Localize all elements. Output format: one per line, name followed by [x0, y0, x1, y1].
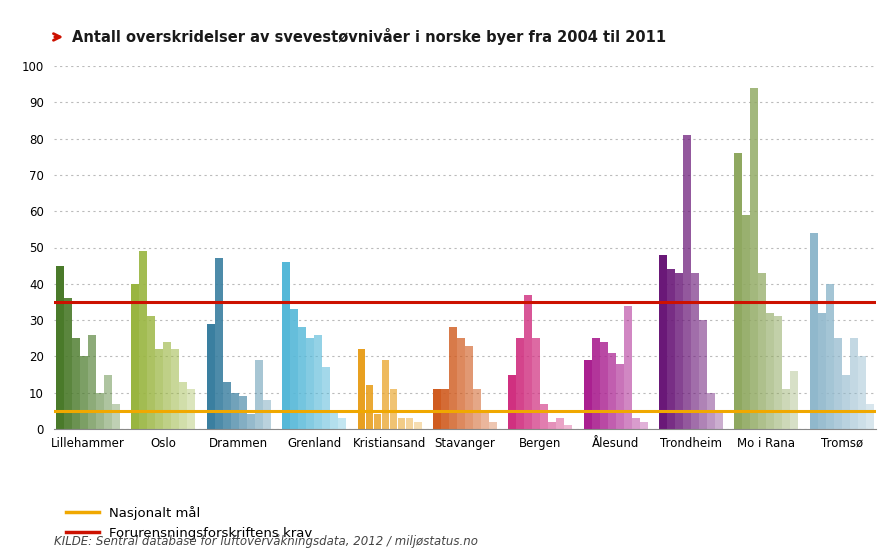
- Bar: [857, 356, 865, 429]
- Bar: [406, 418, 414, 429]
- Bar: [306, 338, 314, 429]
- Bar: [112, 404, 120, 429]
- Bar: [548, 422, 556, 429]
- Bar: [715, 411, 723, 429]
- Bar: [742, 215, 750, 429]
- Bar: [481, 411, 489, 429]
- Bar: [441, 389, 449, 429]
- Bar: [691, 273, 699, 429]
- Bar: [223, 382, 231, 429]
- Bar: [314, 334, 322, 429]
- Bar: [556, 418, 564, 429]
- Bar: [390, 389, 398, 429]
- Bar: [707, 393, 715, 429]
- Bar: [64, 298, 72, 429]
- Bar: [540, 404, 548, 429]
- Bar: [782, 389, 790, 429]
- Bar: [139, 251, 148, 429]
- Bar: [616, 364, 624, 429]
- Bar: [97, 393, 104, 429]
- Bar: [564, 425, 572, 429]
- Bar: [584, 360, 592, 429]
- Bar: [358, 349, 366, 429]
- Bar: [263, 400, 271, 429]
- Bar: [207, 324, 215, 429]
- Legend: Nasjonalt mål, Forurensningsforskriftens krav: Nasjonalt mål, Forurensningsforskriftens…: [60, 501, 317, 546]
- Bar: [624, 306, 631, 429]
- Bar: [834, 338, 841, 429]
- Bar: [640, 422, 647, 429]
- Bar: [699, 320, 707, 429]
- Bar: [283, 262, 290, 429]
- Bar: [247, 415, 255, 429]
- Bar: [790, 371, 798, 429]
- Text: KILDE: Sentral database for luftovervåkningsdata, 2012 / miljøstatus.no: KILDE: Sentral database for luftovervåkn…: [54, 534, 477, 547]
- Bar: [675, 273, 683, 429]
- Bar: [465, 345, 473, 429]
- Bar: [414, 422, 421, 429]
- Bar: [667, 270, 675, 429]
- Bar: [600, 342, 608, 429]
- Bar: [104, 375, 112, 429]
- Bar: [826, 284, 833, 429]
- Bar: [330, 411, 338, 429]
- Text: Antall overskridelser av svevestøvnivåer i norske byer fra 2004 til 2011: Antall overskridelser av svevestøvnivåer…: [72, 29, 666, 46]
- Bar: [172, 349, 180, 429]
- Bar: [750, 88, 758, 429]
- Bar: [489, 422, 497, 429]
- Bar: [774, 316, 782, 429]
- Bar: [842, 375, 849, 429]
- Bar: [148, 316, 156, 429]
- Bar: [457, 338, 465, 429]
- Bar: [398, 418, 406, 429]
- Bar: [299, 327, 306, 429]
- Bar: [89, 334, 96, 429]
- Bar: [366, 386, 374, 429]
- Bar: [180, 382, 188, 429]
- Bar: [215, 258, 223, 429]
- Bar: [516, 338, 524, 429]
- Bar: [433, 389, 441, 429]
- Bar: [131, 284, 139, 429]
- Bar: [810, 233, 818, 429]
- Bar: [592, 338, 600, 429]
- Bar: [291, 309, 298, 429]
- Bar: [608, 353, 616, 429]
- Bar: [849, 338, 857, 429]
- Bar: [164, 342, 172, 429]
- Bar: [231, 393, 239, 429]
- Bar: [473, 389, 481, 429]
- Bar: [72, 338, 80, 429]
- Bar: [818, 313, 826, 429]
- Bar: [865, 404, 873, 429]
- Bar: [338, 418, 346, 429]
- Bar: [239, 397, 247, 429]
- Bar: [758, 273, 766, 429]
- Bar: [632, 418, 639, 429]
- Bar: [509, 375, 516, 429]
- Bar: [524, 295, 532, 429]
- Bar: [56, 266, 64, 429]
- Bar: [322, 367, 330, 429]
- Bar: [374, 415, 382, 429]
- Bar: [766, 313, 774, 429]
- Bar: [683, 135, 691, 429]
- Bar: [449, 327, 457, 429]
- Bar: [156, 349, 164, 429]
- Bar: [532, 338, 540, 429]
- Bar: [255, 360, 263, 429]
- Bar: [188, 389, 196, 429]
- Bar: [659, 255, 667, 429]
- Bar: [80, 356, 88, 429]
- Bar: [734, 153, 742, 429]
- Bar: [382, 360, 390, 429]
